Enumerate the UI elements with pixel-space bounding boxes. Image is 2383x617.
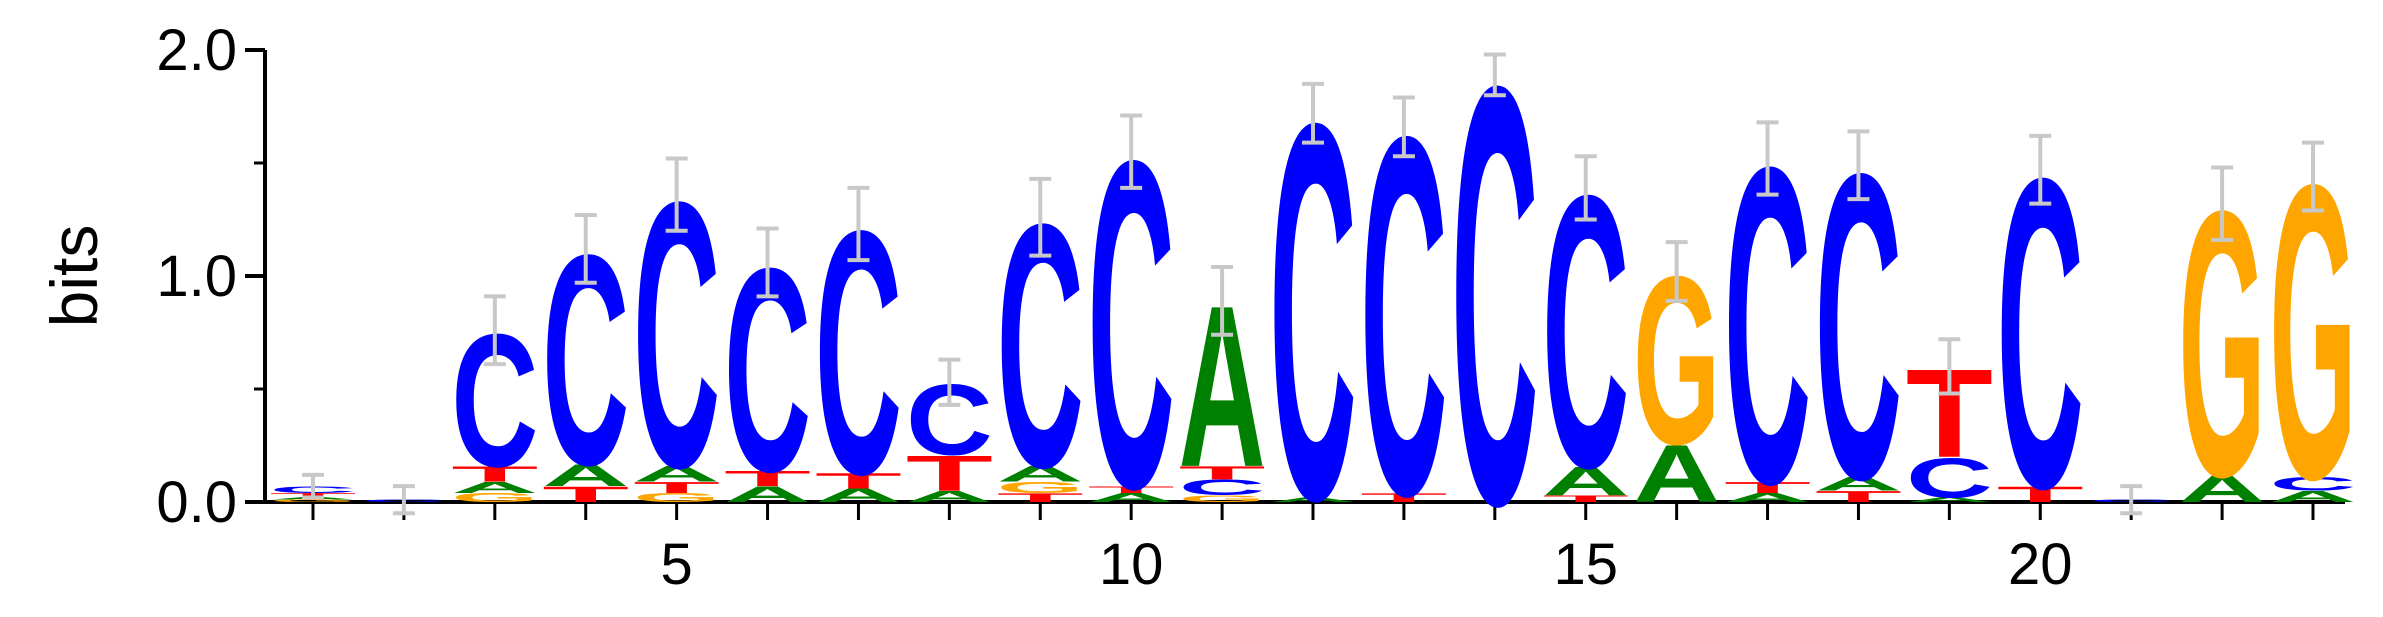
logo-letter-A: A — [542, 458, 629, 493]
logo-letter-T: T — [1724, 479, 1811, 497]
logo-letter-A: A — [1906, 496, 1993, 503]
error-bar — [1029, 176, 1052, 258]
logo-letter-A: A — [724, 482, 811, 506]
logo-letter-G: G — [1179, 493, 1266, 504]
error-bar — [2211, 165, 2234, 242]
logo-letter-A: A — [633, 462, 720, 486]
error-bar — [1120, 113, 1143, 190]
logo-letter-G: G — [633, 491, 720, 505]
logo-letter-A: A — [1542, 459, 1629, 505]
logo-letter-T: T — [1815, 488, 1902, 506]
error-bar — [392, 484, 415, 516]
logo-letter-C: C — [1179, 476, 1266, 500]
y-axis-label: bits — [37, 225, 111, 328]
logo-letter-G: G — [997, 479, 1084, 497]
error-bar — [847, 185, 870, 263]
logo-letter-T: T — [1997, 482, 2084, 507]
logo-letter-T: T — [1179, 462, 1266, 483]
error-bar — [1665, 240, 1688, 303]
logo-letter-T: T — [451, 462, 538, 487]
axis-ticks: 0.0 1.0 2.0 5 10 15 20 — [156, 18, 2315, 597]
x-tick-label: 10 — [1099, 532, 1164, 597]
error-bar — [1483, 52, 1506, 98]
logo-letter-A: A — [997, 462, 1084, 486]
logo-letter-T: T — [1542, 494, 1629, 505]
y-tick-label: 2.0 — [156, 18, 237, 83]
error-bar — [2029, 133, 2052, 206]
logo-letter-G: G — [270, 499, 357, 503]
error-bar — [483, 294, 506, 367]
logo-letter-T: T — [1088, 485, 1175, 496]
logo-letter-A: A — [1724, 491, 1811, 505]
logo-letter-T: T — [815, 468, 902, 493]
error-bar — [1211, 264, 1234, 337]
error-bar — [302, 472, 324, 500]
logo-letter-T: T — [633, 479, 720, 497]
logo-letter-T: T — [1360, 491, 1447, 505]
logo-letter-A: A — [1815, 474, 1902, 495]
x-tick-label: 5 — [661, 532, 693, 597]
error-bar — [1847, 129, 1870, 202]
logo-letter-A: A — [1270, 496, 1357, 503]
x-tick-label: 15 — [1553, 532, 1618, 597]
error-bar — [1574, 154, 1597, 222]
logo-letter-T: T — [997, 491, 1084, 505]
logo-letter-G: G — [451, 491, 538, 505]
y-tick-label: 1.0 — [156, 244, 237, 309]
logo-letter-A: A — [451, 479, 538, 497]
x-tick-label: 20 — [2008, 532, 2073, 597]
error-bar — [2302, 140, 2324, 213]
logo-letter-A: A — [1633, 428, 1720, 520]
logo-column-14: C — [1451, 0, 1538, 617]
logo-letter-A: A — [1088, 491, 1175, 505]
logo-letter-T: T — [542, 482, 629, 507]
error-bars — [302, 52, 2324, 516]
y-tick-label: 0.0 — [156, 470, 237, 535]
error-bar — [1938, 337, 1961, 396]
logo-letter-C: C — [1451, 0, 1538, 617]
error-bar — [2120, 484, 2143, 516]
error-bar — [574, 212, 597, 285]
error-bar — [756, 226, 779, 299]
logo-letter-A: A — [815, 485, 902, 506]
logo-letter-A: A — [906, 488, 993, 506]
logo-letter-C: C — [1906, 446, 1993, 509]
logo-letter-T: T — [724, 466, 811, 491]
error-bar — [1756, 120, 1779, 197]
logo-letter-T: T — [906, 445, 993, 502]
logo-letter-A: A — [2270, 488, 2357, 506]
error-bar — [665, 156, 688, 233]
error-bar — [938, 357, 961, 407]
logo-column-19: ACT — [1906, 342, 1993, 509]
logo-letter-C: C — [2270, 474, 2357, 495]
logo-letter-A: A — [2179, 468, 2266, 510]
logo-column-17: ATC — [1724, 74, 1811, 578]
error-bar — [1392, 95, 1415, 159]
error-bar — [1302, 81, 1324, 145]
